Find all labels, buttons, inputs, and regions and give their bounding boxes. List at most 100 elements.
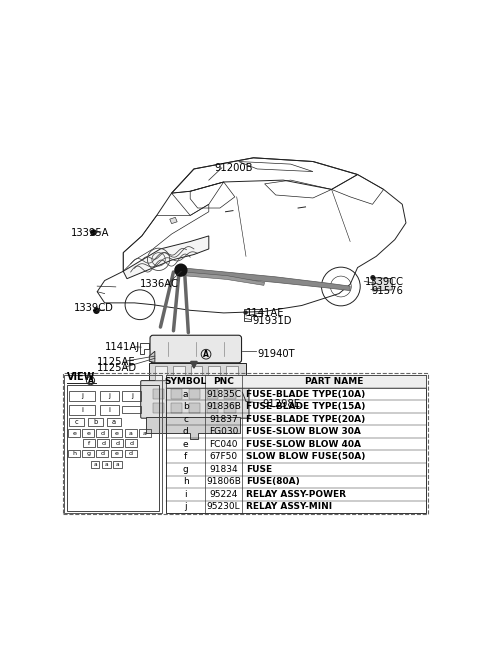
Text: a: a xyxy=(93,462,97,467)
Text: d: d xyxy=(101,441,105,445)
Bar xyxy=(67,385,159,511)
Bar xyxy=(100,391,119,402)
Text: d: d xyxy=(100,451,105,456)
Text: 1336AC: 1336AC xyxy=(140,278,179,289)
Text: FUSE: FUSE xyxy=(246,465,272,474)
Bar xyxy=(111,440,123,447)
Bar xyxy=(122,391,141,402)
Text: d: d xyxy=(130,441,133,445)
Text: SYMBOL: SYMBOL xyxy=(165,377,207,386)
Bar xyxy=(208,365,220,380)
Bar xyxy=(173,365,185,380)
Polygon shape xyxy=(184,272,264,286)
Bar xyxy=(166,375,426,388)
Text: A: A xyxy=(203,350,209,359)
Circle shape xyxy=(244,311,247,314)
Text: RELAY ASSY-MINI: RELAY ASSY-MINI xyxy=(246,502,332,512)
Text: FUSE-BLADE TYPE(20A): FUSE-BLADE TYPE(20A) xyxy=(246,415,365,424)
Text: SLOW BLOW FUSE(50A): SLOW BLOW FUSE(50A) xyxy=(246,452,365,461)
Text: 1339CD: 1339CD xyxy=(74,303,114,314)
Bar xyxy=(125,430,137,437)
Text: 91200B: 91200B xyxy=(215,163,253,173)
Text: 91806B: 91806B xyxy=(206,477,241,486)
Bar xyxy=(206,403,218,413)
Text: A: A xyxy=(87,376,94,385)
Text: e: e xyxy=(183,440,188,449)
Text: j: j xyxy=(184,502,187,512)
Text: e: e xyxy=(72,430,76,436)
Bar xyxy=(225,389,236,400)
Text: e: e xyxy=(115,430,119,436)
Text: RELAY ASSY-POWER: RELAY ASSY-POWER xyxy=(246,490,346,499)
Text: i: i xyxy=(184,490,187,499)
FancyBboxPatch shape xyxy=(150,335,241,363)
Text: 95230L: 95230L xyxy=(207,502,240,512)
Text: f: f xyxy=(88,441,90,445)
Text: 91835C: 91835C xyxy=(206,390,241,399)
Circle shape xyxy=(91,230,96,235)
Text: d: d xyxy=(183,427,189,436)
Bar xyxy=(63,373,428,514)
Text: a: a xyxy=(104,462,108,467)
Text: b: b xyxy=(93,419,97,425)
Text: h: h xyxy=(72,451,76,456)
Bar xyxy=(97,440,109,447)
Text: c: c xyxy=(183,415,188,424)
Text: FG030: FG030 xyxy=(209,427,239,436)
Bar xyxy=(225,403,236,413)
Text: j: j xyxy=(131,393,133,400)
Text: FUSE-BLADE TYPE(15A): FUSE-BLADE TYPE(15A) xyxy=(246,402,365,411)
Polygon shape xyxy=(123,236,209,278)
Text: FUSE-SLOW BLOW 30A: FUSE-SLOW BLOW 30A xyxy=(246,427,361,436)
Text: g: g xyxy=(183,465,189,474)
Bar xyxy=(122,406,141,413)
Bar xyxy=(171,389,182,400)
Bar xyxy=(125,450,137,457)
Bar xyxy=(153,389,164,400)
Text: 13395A: 13395A xyxy=(71,229,109,238)
Polygon shape xyxy=(149,351,155,362)
Bar xyxy=(191,365,203,380)
Text: e: e xyxy=(115,451,119,456)
Text: j: j xyxy=(81,393,83,400)
Bar xyxy=(83,450,94,457)
Text: 91834: 91834 xyxy=(209,465,238,474)
Bar xyxy=(96,430,108,437)
Text: a: a xyxy=(143,430,147,436)
Text: 1125AD: 1125AD xyxy=(96,363,137,373)
Text: 1339CC: 1339CC xyxy=(365,278,404,288)
Bar xyxy=(100,405,119,415)
Text: i: i xyxy=(108,407,110,413)
Polygon shape xyxy=(149,363,246,382)
Bar xyxy=(69,391,95,402)
Text: FC040: FC040 xyxy=(209,440,238,449)
Text: d: d xyxy=(129,451,132,456)
Bar xyxy=(68,430,80,437)
Bar xyxy=(226,365,238,380)
Bar xyxy=(155,365,167,380)
Text: h: h xyxy=(183,477,189,486)
Bar xyxy=(206,389,218,400)
Text: 1141AJ: 1141AJ xyxy=(105,342,140,352)
Bar xyxy=(113,461,122,468)
Bar xyxy=(153,403,164,413)
Text: a: a xyxy=(116,462,119,467)
Circle shape xyxy=(175,264,187,276)
Bar xyxy=(69,405,95,415)
Text: VIEW: VIEW xyxy=(67,372,95,382)
Text: b: b xyxy=(183,402,189,411)
Text: PART NAME: PART NAME xyxy=(305,377,363,386)
Text: 1125AE: 1125AE xyxy=(96,357,135,367)
Text: FUSE-SLOW BLOW 40A: FUSE-SLOW BLOW 40A xyxy=(246,440,361,449)
Text: 91298E: 91298E xyxy=(263,400,301,409)
Circle shape xyxy=(371,276,375,280)
Text: 95224: 95224 xyxy=(209,490,238,499)
Text: a: a xyxy=(112,419,116,425)
Bar xyxy=(96,450,108,457)
Bar xyxy=(166,375,426,513)
Text: a: a xyxy=(129,430,132,436)
Polygon shape xyxy=(186,269,350,291)
Text: g: g xyxy=(86,451,90,456)
Bar xyxy=(110,430,122,437)
Text: a: a xyxy=(183,390,188,399)
